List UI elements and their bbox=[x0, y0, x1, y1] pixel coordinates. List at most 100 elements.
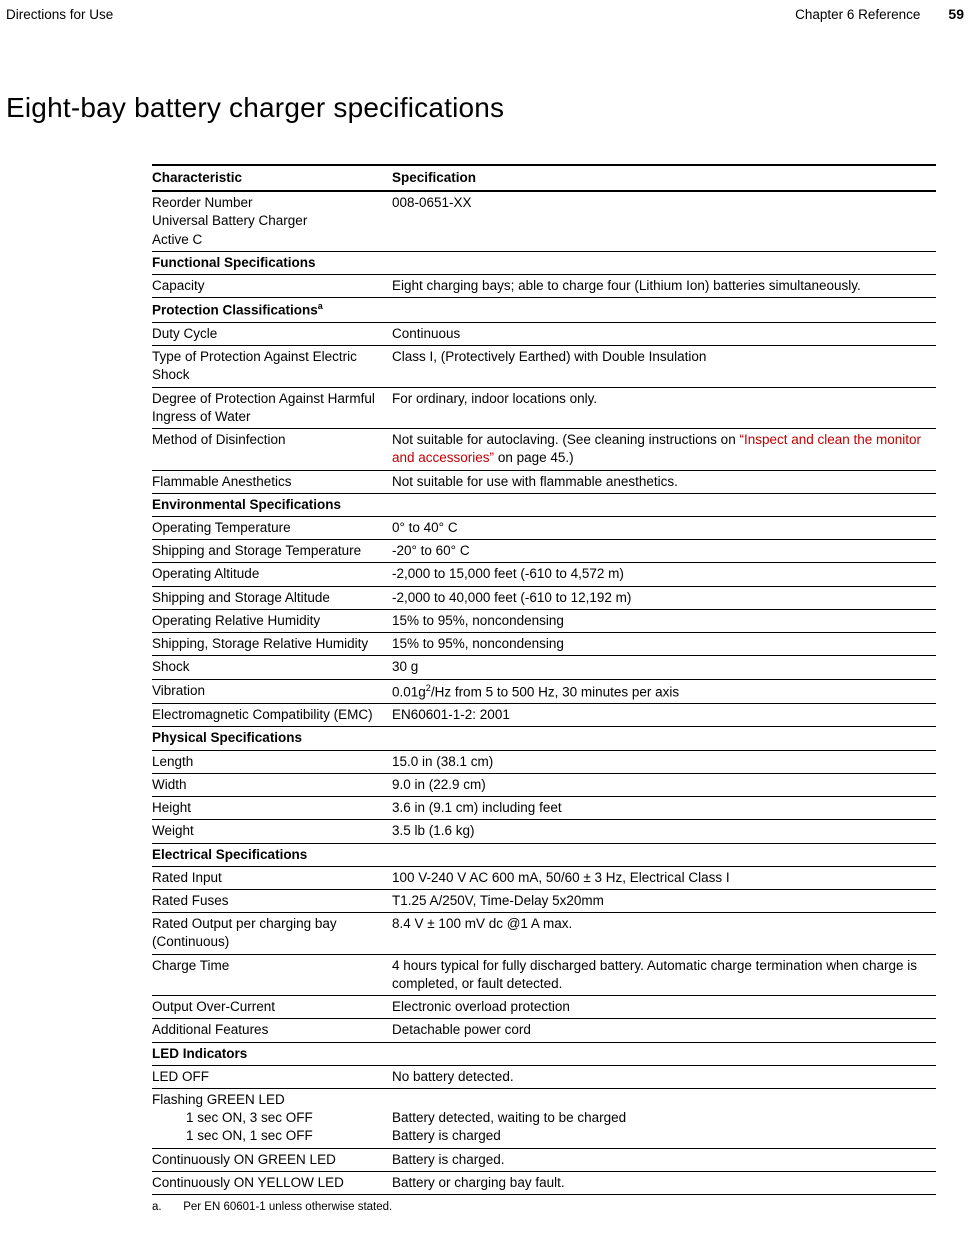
cell-characteristic: Weight bbox=[152, 820, 392, 843]
specifications-table: Characteristic Specification Reorder Num… bbox=[152, 164, 936, 1195]
table-row: Physical Specifications bbox=[152, 727, 936, 750]
cell-specification: 9.0 in (22.9 cm) bbox=[392, 773, 936, 796]
table-row: Rated FusesT1.25 A/250V, Time-Delay 5x20… bbox=[152, 890, 936, 913]
page-title: Eight-bay battery charger specifications bbox=[0, 22, 972, 164]
col-specification: Specification bbox=[392, 165, 936, 191]
cell-specification: 008-0651-XX bbox=[392, 191, 936, 251]
cell-specification: 4 hours typical for fully discharged bat… bbox=[392, 954, 936, 995]
table-row: Shock30 g bbox=[152, 656, 936, 679]
cell-specification: Electronic overload protection bbox=[392, 996, 936, 1019]
cross-reference-link[interactable]: “Inspect and clean the monitor and acces… bbox=[392, 432, 921, 465]
header-chapter: Chapter 6 Reference bbox=[795, 7, 920, 22]
table-row: Output Over-CurrentElectronic overload p… bbox=[152, 996, 936, 1019]
cell-characteristic: LED OFF bbox=[152, 1065, 392, 1088]
section-heading: Functional Specifications bbox=[152, 251, 936, 274]
table-row: Protection Classificationsa bbox=[152, 298, 936, 323]
cell-specification: EN60601-1-2: 2001 bbox=[392, 704, 936, 727]
table-row: Shipping, Storage Relative Humidity15% t… bbox=[152, 633, 936, 656]
table-row: Environmental Specifications bbox=[152, 493, 936, 516]
table-row: Rated Input100 V-240 V AC 600 mA, 50/60 … bbox=[152, 866, 936, 889]
table-row: Length15.0 in (38.1 cm) bbox=[152, 750, 936, 773]
cell-characteristic: Method of Disinfection bbox=[152, 429, 392, 470]
cell-specification: 0.01g2/Hz from 5 to 500 Hz, 30 minutes p… bbox=[392, 679, 936, 704]
cell-characteristic: Rated Output per charging bay (Continuou… bbox=[152, 913, 392, 954]
cell-characteristic: Additional Features bbox=[152, 1019, 392, 1042]
cell-specification: Eight charging bays; able to charge four… bbox=[392, 275, 936, 298]
cell-specification: Battery or charging bay fault. bbox=[392, 1171, 936, 1194]
table-row: LED OFFNo battery detected. bbox=[152, 1065, 936, 1088]
cell-specification: No battery detected. bbox=[392, 1065, 936, 1088]
cell-characteristic: Length bbox=[152, 750, 392, 773]
table-row: Flammable AnestheticsNot suitable for us… bbox=[152, 470, 936, 493]
table-row: CapacityEight charging bays; able to cha… bbox=[152, 275, 936, 298]
cell-specification: 8.4 V ± 100 mV dc @1 A max. bbox=[392, 913, 936, 954]
section-heading: Electrical Specifications bbox=[152, 843, 936, 866]
table-row: Functional Specifications bbox=[152, 251, 936, 274]
cell-characteristic: Duty Cycle bbox=[152, 323, 392, 346]
cell-specification: Class I, (Protectively Earthed) with Dou… bbox=[392, 346, 936, 387]
cell-characteristic: Charge Time bbox=[152, 954, 392, 995]
table-row: Vibration0.01g2/Hz from 5 to 500 Hz, 30 … bbox=[152, 679, 936, 704]
col-characteristic: Characteristic bbox=[152, 165, 392, 191]
table-row: Operating Temperature0° to 40° C bbox=[152, 517, 936, 540]
header-right: Chapter 6 Reference 59 bbox=[795, 6, 964, 22]
cell-characteristic: Operating Altitude bbox=[152, 563, 392, 586]
cell-specification: 3.5 lb (1.6 kg) bbox=[392, 820, 936, 843]
table-row: Shipping and Storage Altitude-2,000 to 4… bbox=[152, 586, 936, 609]
table-row: Weight3.5 lb (1.6 kg) bbox=[152, 820, 936, 843]
cell-characteristic: Shock bbox=[152, 656, 392, 679]
footnote: a. Per EN 60601-1 unless otherwise state… bbox=[152, 1195, 972, 1213]
header-left: Directions for Use bbox=[6, 7, 113, 22]
table-row: Operating Relative Humidity15% to 95%, n… bbox=[152, 609, 936, 632]
cell-characteristic: Shipping and Storage Temperature bbox=[152, 540, 392, 563]
page-number: 59 bbox=[948, 6, 964, 22]
cell-specification: -2,000 to 15,000 feet (-610 to 4,572 m) bbox=[392, 563, 936, 586]
cell-characteristic: Shipping, Storage Relative Humidity bbox=[152, 633, 392, 656]
cell-specification: Battery is charged. bbox=[392, 1148, 936, 1171]
table-row: Continuously ON GREEN LEDBattery is char… bbox=[152, 1148, 936, 1171]
cell-characteristic: Reorder NumberUniversal Battery ChargerA… bbox=[152, 191, 392, 251]
table-row: Flashing GREEN LED1 sec ON, 3 sec OFF1 s… bbox=[152, 1088, 936, 1148]
cell-characteristic: Flammable Anesthetics bbox=[152, 470, 392, 493]
section-heading: Physical Specifications bbox=[152, 727, 936, 750]
table-row: Shipping and Storage Temperature-20° to … bbox=[152, 540, 936, 563]
cell-specification: 100 V-240 V AC 600 mA, 50/60 ± 3 Hz, Ele… bbox=[392, 866, 936, 889]
table-row: Continuously ON YELLOW LEDBattery or cha… bbox=[152, 1171, 936, 1194]
cell-characteristic: Width bbox=[152, 773, 392, 796]
cell-characteristic: Continuously ON GREEN LED bbox=[152, 1148, 392, 1171]
footnote-mark: a. bbox=[152, 1201, 180, 1213]
cell-characteristic: Output Over-Current bbox=[152, 996, 392, 1019]
table-row: Width9.0 in (22.9 cm) bbox=[152, 773, 936, 796]
footnote-text: Per EN 60601-1 unless otherwise stated. bbox=[183, 1201, 392, 1213]
table-row: Rated Output per charging bay (Continuou… bbox=[152, 913, 936, 954]
cell-characteristic: Rated Fuses bbox=[152, 890, 392, 913]
cell-characteristic: Rated Input bbox=[152, 866, 392, 889]
cell-specification: 15.0 in (38.1 cm) bbox=[392, 750, 936, 773]
page-header: Directions for Use Chapter 6 Reference 5… bbox=[0, 0, 972, 22]
cell-characteristic: Height bbox=[152, 797, 392, 820]
cell-characteristic: Vibration bbox=[152, 679, 392, 704]
cell-specification: T1.25 A/250V, Time-Delay 5x20mm bbox=[392, 890, 936, 913]
cell-specification: -20° to 60° C bbox=[392, 540, 936, 563]
table-row: LED Indicators bbox=[152, 1042, 936, 1065]
cell-specification: For ordinary, indoor locations only. bbox=[392, 387, 936, 428]
table-row: Charge Time4 hours typical for fully dis… bbox=[152, 954, 936, 995]
cell-characteristic: Type of Protection Against Electric Shoc… bbox=[152, 346, 392, 387]
section-heading: Protection Classificationsa bbox=[152, 298, 936, 323]
table-row: Method of DisinfectionNot suitable for a… bbox=[152, 429, 936, 470]
cell-characteristic: Flashing GREEN LED1 sec ON, 3 sec OFF1 s… bbox=[152, 1088, 392, 1148]
cell-characteristic: Operating Temperature bbox=[152, 517, 392, 540]
table-row: Type of Protection Against Electric Shoc… bbox=[152, 346, 936, 387]
table-row: Duty CycleContinuous bbox=[152, 323, 936, 346]
cell-specification: 0° to 40° C bbox=[392, 517, 936, 540]
cell-characteristic: Continuously ON YELLOW LED bbox=[152, 1171, 392, 1194]
table-row: Height3.6 in (9.1 cm) including feet bbox=[152, 797, 936, 820]
cell-specification: Battery detected, waiting to be chargedB… bbox=[392, 1088, 936, 1148]
table-row: Electrical Specifications bbox=[152, 843, 936, 866]
cell-specification: 30 g bbox=[392, 656, 936, 679]
cell-characteristic: Electromagnetic Compatibility (EMC) bbox=[152, 704, 392, 727]
cell-specification: 3.6 in (9.1 cm) including feet bbox=[392, 797, 936, 820]
cell-specification: Detachable power cord bbox=[392, 1019, 936, 1042]
table-row: Additional FeaturesDetachable power cord bbox=[152, 1019, 936, 1042]
cell-specification: 15% to 95%, noncondensing bbox=[392, 609, 936, 632]
